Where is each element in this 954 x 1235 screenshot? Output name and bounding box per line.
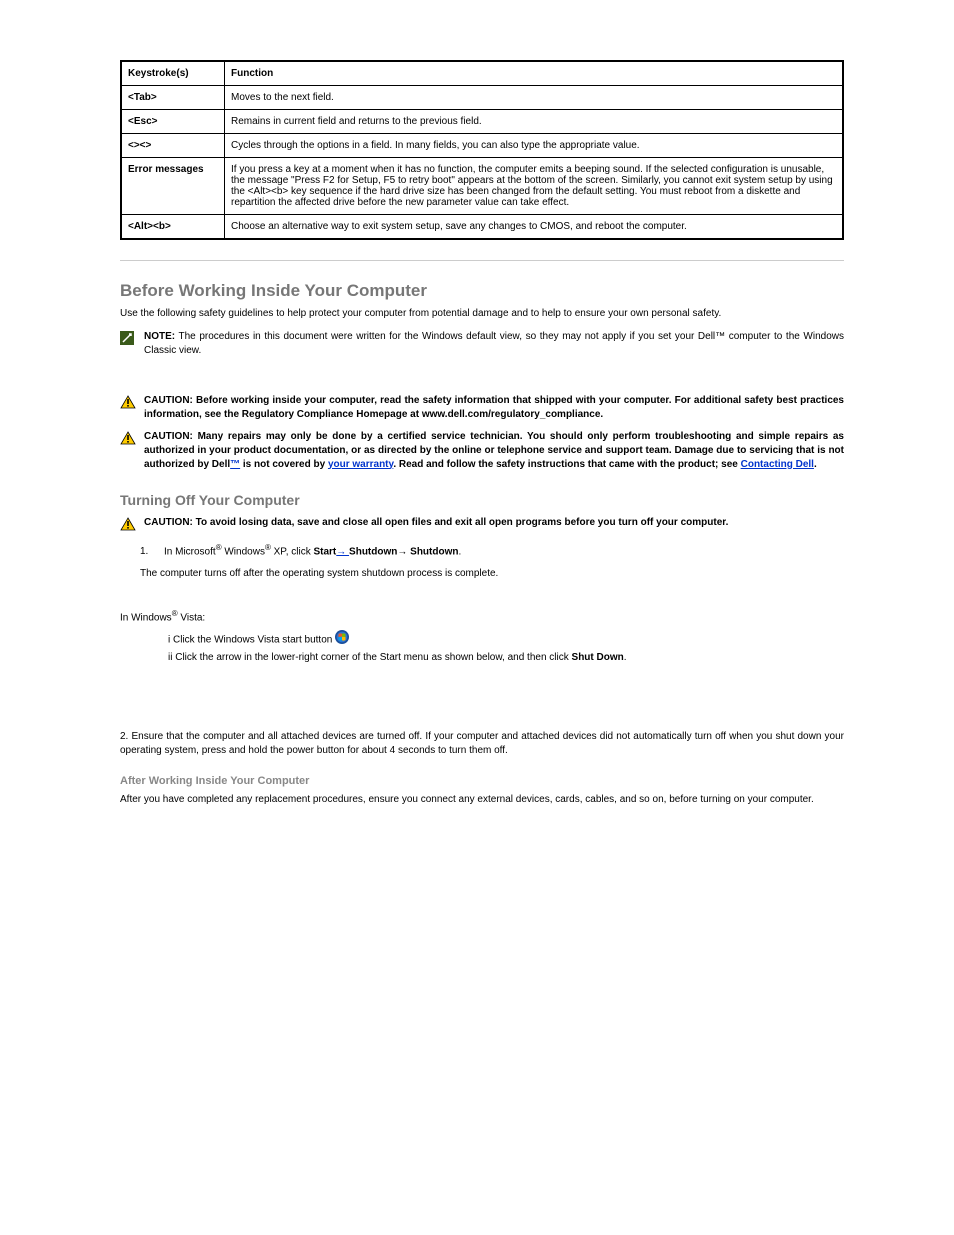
heading-before-working: Before Working Inside Your Computer: [120, 281, 844, 301]
note-label: NOTE:: [144, 331, 175, 342]
row2-key: <><>: [121, 134, 225, 158]
caution2-c: . Read and follow the safety instruction…: [393, 459, 740, 470]
before-p1: Use the following safety guidelines to h…: [120, 307, 844, 322]
caution-icon: [120, 394, 144, 412]
caution-turnoff-text: To avoid losing data, save and close all…: [196, 517, 729, 528]
row1-key: <Esc>: [121, 110, 225, 134]
caution1-text: Before working inside your computer, rea…: [144, 395, 844, 420]
row1-func: Remains in current field and returns to …: [225, 110, 844, 134]
row0-key: <Tab>: [121, 86, 225, 110]
caution2-label: CAUTION:: [144, 431, 198, 442]
step1-mid: Windows: [222, 546, 265, 557]
step1-arrow2: →: [397, 546, 410, 557]
caution1-callout: CAUTION: Before working inside your comp…: [120, 394, 844, 422]
heading-turning-off: Turning Off Your Computer: [120, 492, 844, 508]
step2: 2. Ensure that the computer and all atta…: [120, 730, 844, 759]
row3-func: If you press a key at a moment when it h…: [225, 158, 844, 215]
tm-link[interactable]: ™: [230, 459, 240, 470]
vista-start-icon: [335, 630, 349, 650]
vista-ii-text: ii Click the arrow in the lower-right co…: [168, 652, 572, 663]
vista-ii-end: .: [624, 652, 627, 663]
step1-pre: In Microsoft: [164, 546, 216, 557]
vista-post: Vista:: [178, 612, 206, 623]
vista-ii-bold: Shut Down: [572, 652, 624, 663]
warranty-link[interactable]: your warranty: [328, 459, 393, 470]
step1: 1.In Microsoft® Windows® XP, click Start…: [140, 542, 844, 560]
row0-func: Moves to the next field.: [225, 86, 844, 110]
row3-key: Error messages: [121, 158, 225, 215]
step1-end: .: [458, 546, 461, 557]
row2-func: Cycles through the options in a field. I…: [225, 134, 844, 158]
caution1-label: CAUTION:: [144, 395, 196, 406]
after-p1: After you have completed any replacement…: [120, 793, 844, 808]
note-text: The procedures in this document were wri…: [144, 331, 844, 356]
note-callout: NOTE: The procedures in this document we…: [120, 330, 844, 358]
contacting-dell-link[interactable]: Contacting Dell: [741, 459, 814, 470]
divider: [120, 260, 844, 261]
heading-after-working: After Working Inside Your Computer: [120, 775, 844, 787]
caution2-b: is not covered by: [240, 459, 328, 470]
step1-shutdown2: Shutdown: [410, 546, 458, 557]
vista-step-i: i Click the Windows Vista start button: [168, 630, 844, 650]
vista-step-ii: ii Click the arrow in the lower-right co…: [168, 650, 844, 666]
vista-pre: In Windows: [120, 612, 172, 623]
arrow-link[interactable]: →: [336, 546, 349, 557]
caution-turnoff-label: CAUTION:: [144, 517, 196, 528]
step1-start: Start: [313, 546, 336, 557]
vista-i-text: i Click the Windows Vista start button: [168, 634, 335, 645]
step1-post: XP, click: [271, 546, 314, 557]
th-function: Function: [225, 61, 844, 86]
keystroke-table: Keystroke(s) Function <Tab> Moves to the…: [120, 60, 844, 240]
caution-turnoff: CAUTION: To avoid losing data, save and …: [120, 516, 844, 534]
row4-func: Choose an alternative way to exit system…: [225, 215, 844, 240]
step1-shutdown1: Shutdown: [349, 546, 397, 557]
step1-sub: The computer turns off after the operati…: [140, 567, 844, 582]
vista-line: In Windows® Vista:: [120, 608, 844, 626]
caution2-callout: CAUTION: Many repairs may only be done b…: [120, 430, 844, 472]
caution-icon: [120, 430, 144, 448]
row4-key: <Alt><b>: [121, 215, 225, 240]
caution2-d: .: [814, 459, 817, 470]
th-keystroke: Keystroke(s): [121, 61, 225, 86]
note-icon: [120, 330, 144, 348]
caution-icon: [120, 516, 144, 534]
